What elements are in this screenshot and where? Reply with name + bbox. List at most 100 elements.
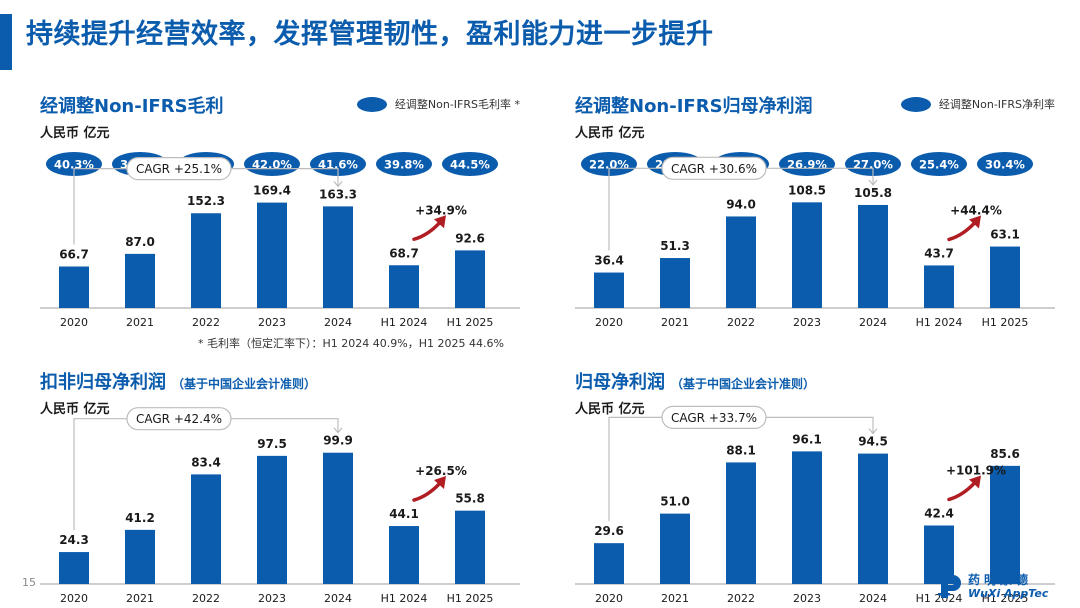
margin-badge (46, 152, 102, 176)
panel-title-text: 归母净利润 (575, 372, 665, 393)
data-label: 92.6 (455, 231, 485, 245)
growth-arrow-icon (412, 220, 442, 242)
chart-svg: 24.3 2020 41.2 2021 83.4 2022 97.5 2023 99.9 2024… (40, 407, 520, 605)
data-label: 68.7 (389, 246, 419, 260)
growth-arrowhead-icon (434, 215, 446, 229)
x-tick-label: 2022 (727, 316, 755, 329)
margin-label: 44.5% (450, 158, 490, 172)
data-label: 51.3 (660, 239, 690, 253)
company-logo: 药明康德 WuXi AppTec (938, 570, 1068, 604)
data-label: 63.1 (990, 228, 1020, 242)
panel-subtitle: （基于中国企业会计准则） (172, 377, 317, 391)
bar-2020 (594, 543, 624, 584)
bar-2021 (125, 253, 155, 308)
cagr-arrowhead-icon (333, 427, 343, 434)
panel-title: 扣非归母净利润 （基于中国企业会计准则） (40, 368, 316, 394)
panel-title: 归母净利润 （基于中国企业会计准则） (575, 368, 815, 394)
x-tick-label: 2022 (727, 592, 755, 605)
cagr-arrowhead-icon (333, 181, 343, 188)
bar-H1 2025 (990, 246, 1020, 308)
cagr-label: CAGR +30.6% (671, 162, 757, 176)
margin-badge (442, 152, 498, 176)
legend: 经调整Non-IFRS毛利率 * (356, 96, 520, 112)
x-tick-label: 2024 (859, 316, 887, 329)
x-tick-label: H1 2025 (982, 592, 1029, 605)
margin-badge (779, 152, 835, 176)
legend-label: 经调整Non-IFRS毛利率 * (394, 98, 520, 111)
chart-svg: 36.4 2020 51.3 2021 94.0 2022 108.5 2023 105.8 20… (575, 152, 1055, 329)
growth-arrowhead-icon (969, 475, 981, 489)
x-tick-label: 2022 (192, 316, 220, 329)
chart-panel-adjusted-gross-profit: 经调整Non-IFRS毛利 人民币 亿元 经调整Non-IFRS毛利率 * 66… (40, 92, 520, 329)
data-label: 83.4 (191, 455, 221, 469)
bar-2023 (792, 451, 822, 584)
bar-H1 2025 (455, 510, 485, 584)
unit-label: 人民币 亿元 (40, 402, 110, 417)
chart-panel-net-profit: 归母净利润 （基于中国企业会计准则） 人民币 亿元 29.6 2020 51.0 202… (575, 368, 1055, 605)
margin-label: 26.9% (787, 158, 827, 172)
bar-2021 (660, 513, 690, 584)
bar-2020 (59, 552, 89, 584)
logo-text-en: WuXi AppTec (968, 587, 1049, 600)
data-label: 169.4 (253, 184, 291, 198)
bar-2024 (858, 204, 888, 308)
x-tick-label: 2023 (258, 592, 286, 605)
data-label: 97.5 (257, 437, 287, 451)
x-tick-label: H1 2024 (916, 592, 963, 605)
data-label: 152.3 (187, 194, 225, 208)
panel-subtitle: （基于中国企业会计准则） (671, 377, 816, 391)
cagr-label: CAGR +25.1% (136, 162, 222, 176)
growth-label: +34.9% (415, 203, 467, 217)
margin-badge (376, 152, 432, 176)
bar-2021 (660, 258, 690, 308)
data-label: 99.9 (323, 434, 353, 448)
data-label: 94.5 (858, 435, 888, 449)
margin-badge (911, 152, 967, 176)
x-tick-label: H1 2024 (916, 316, 963, 329)
data-label: 44.1 (389, 507, 419, 521)
growth-label: +26.5% (415, 464, 467, 478)
bar-2022 (726, 216, 756, 308)
chart-svg: 29.6 2020 51.0 2021 88.1 2022 96.1 2023 94.5 2024… (575, 405, 1055, 605)
data-label: 41.2 (125, 511, 155, 525)
chart-svg: 66.7 2020 87.0 2021 152.3 2022 169.4 2023 163.3 2… (40, 152, 520, 329)
data-label: 94.0 (726, 197, 756, 211)
growth-arrow-icon (412, 481, 442, 502)
x-tick-label: 2022 (192, 592, 220, 605)
bar-2022 (191, 474, 221, 584)
x-tick-label: H1 2025 (447, 316, 494, 329)
panel-title-text: 扣非归母净利润 (40, 372, 166, 393)
gross-margin-footnote: * 毛利率（恒定汇率下）：H1 2024 40.9%，H1 2025 44.6% (198, 337, 504, 350)
margin-label: 30.4% (985, 158, 1025, 172)
growth-arrowhead-icon (434, 476, 446, 490)
bar-2021 (125, 529, 155, 584)
panel-title-text: 经调整Non-IFRS毛利 (40, 96, 224, 117)
margin-badge (310, 152, 366, 176)
logo-text-cn: 药明康德 (968, 573, 1033, 587)
data-label: 66.7 (59, 247, 89, 261)
data-label: 24.3 (59, 533, 89, 547)
x-tick-label: 2024 (324, 316, 352, 329)
legend: 经调整Non-IFRS净利率 (900, 96, 1055, 112)
x-tick-label: H1 2025 (982, 316, 1029, 329)
x-tick-label: 2024 (324, 592, 352, 605)
logo-mark-icon (938, 575, 961, 598)
cagr-arrowhead-icon (868, 179, 878, 186)
unit-label: 人民币 亿元 (575, 402, 645, 417)
x-tick-label: 2024 (859, 592, 887, 605)
bar-2022 (726, 462, 756, 584)
x-tick-label: 2023 (258, 316, 286, 329)
data-label: 42.4 (924, 506, 954, 520)
growth-arrow-icon (947, 220, 977, 242)
cagr-label: CAGR +33.7% (671, 411, 757, 425)
x-tick-label: 2021 (126, 592, 154, 605)
legend-swatch (900, 96, 931, 112)
panel-title: 经调整Non-IFRS归母净利润 (575, 92, 813, 118)
legend-label: 经调整Non-IFRS净利率 (938, 98, 1055, 111)
growth-label: +101.9% (946, 463, 1006, 477)
x-tick-label: H1 2024 (381, 316, 428, 329)
page-number: 15 (22, 576, 36, 589)
data-label: 29.6 (594, 524, 624, 538)
data-label: 105.8 (854, 186, 892, 200)
bar-2024 (323, 452, 353, 584)
